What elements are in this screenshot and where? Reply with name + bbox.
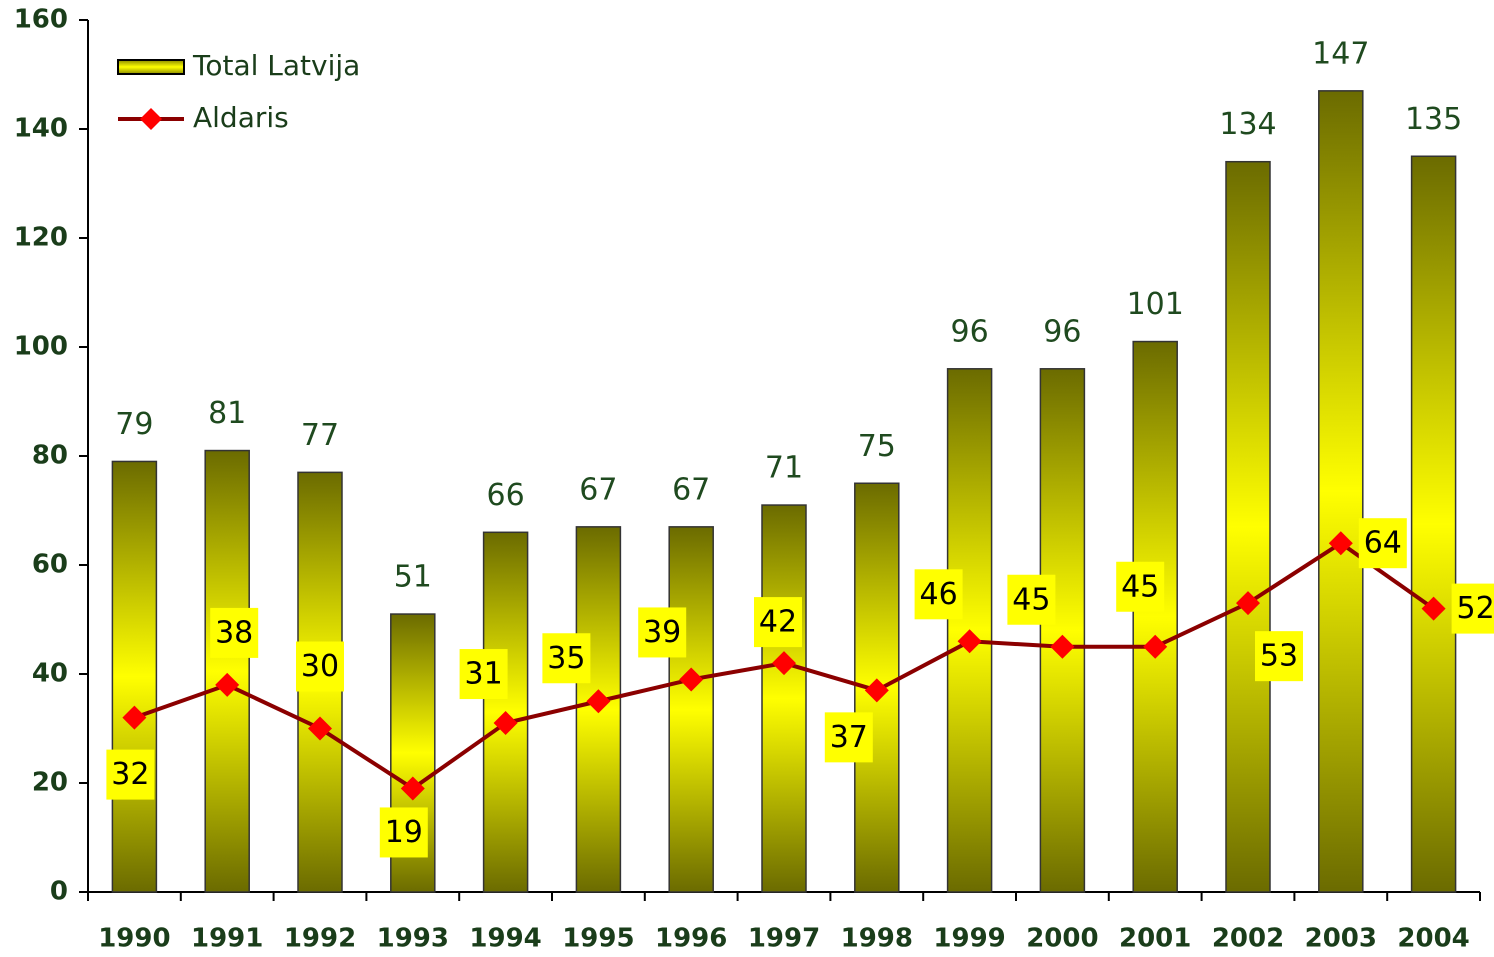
line-marker bbox=[586, 689, 611, 714]
line-marker bbox=[122, 705, 147, 730]
line-value-label: 31 bbox=[465, 657, 503, 692]
bar-value-label: 67 bbox=[672, 472, 710, 507]
line-value-label: 53 bbox=[1260, 639, 1298, 674]
x-tick-label: 1995 bbox=[562, 924, 634, 954]
bar bbox=[761, 504, 807, 893]
bar-value-label: 67 bbox=[579, 472, 617, 507]
x-tick-label: 1990 bbox=[98, 924, 170, 954]
line-value-label: 64 bbox=[1364, 526, 1402, 561]
x-tick-label: 1996 bbox=[655, 924, 727, 954]
x-tick-label: 1998 bbox=[841, 924, 913, 954]
line-label-bg bbox=[210, 607, 259, 658]
line-marker bbox=[215, 672, 240, 697]
bar-value-label: 147 bbox=[1312, 36, 1369, 71]
line-marker bbox=[1236, 591, 1260, 616]
x-tick-label: 2000 bbox=[1026, 924, 1098, 954]
x-tick-label: 1997 bbox=[748, 924, 820, 954]
legend-label: Aldaris bbox=[193, 101, 289, 134]
x-tick-label: 2003 bbox=[1305, 924, 1377, 954]
line-label-bg bbox=[824, 712, 873, 763]
bar-value-label: 75 bbox=[858, 429, 896, 464]
line-value-label: 30 bbox=[301, 649, 339, 684]
bar-value-label: 134 bbox=[1219, 107, 1276, 142]
x-tick-label: 1994 bbox=[469, 924, 541, 954]
line-value-label: 45 bbox=[1121, 569, 1159, 604]
line-value-label: 46 bbox=[920, 577, 958, 612]
line-value-label: 32 bbox=[111, 757, 149, 792]
line-marker bbox=[864, 678, 889, 703]
legend-label: Total Latvija bbox=[192, 49, 360, 82]
bar bbox=[668, 526, 714, 893]
line-label-bg bbox=[296, 641, 344, 692]
line-value-label: 52 bbox=[1457, 591, 1494, 626]
y-tick-label: 100 bbox=[14, 332, 68, 362]
y-tick-label: 40 bbox=[32, 659, 68, 689]
line-value-label: 38 bbox=[215, 615, 253, 650]
line-label-bg bbox=[1255, 631, 1303, 682]
bar-value-label: 96 bbox=[951, 314, 989, 349]
line-marker bbox=[308, 716, 332, 741]
bar-value-label: 79 bbox=[115, 407, 153, 442]
line-marker bbox=[957, 629, 982, 654]
line-label-bg bbox=[1116, 561, 1165, 612]
line-marker bbox=[1328, 531, 1353, 556]
y-tick-label: 140 bbox=[14, 114, 68, 144]
line-label-bg bbox=[542, 633, 591, 684]
line-label-bg bbox=[754, 597, 802, 648]
bar bbox=[1039, 368, 1086, 893]
line-value-label: 42 bbox=[759, 605, 797, 640]
legend-swatch bbox=[117, 59, 185, 75]
x-tick-label: 1992 bbox=[284, 924, 356, 954]
x-tick-label: 1991 bbox=[191, 924, 263, 954]
bar-value-label: 77 bbox=[301, 418, 339, 453]
bar bbox=[1225, 160, 1271, 893]
y-tick-label: 160 bbox=[14, 5, 68, 35]
y-tick-label: 60 bbox=[32, 550, 68, 580]
bar-value-label: 96 bbox=[1043, 314, 1081, 349]
line-value-label: 45 bbox=[1012, 582, 1050, 617]
line-label-bg bbox=[1358, 518, 1407, 569]
line-marker bbox=[1050, 634, 1075, 659]
line-marker bbox=[400, 776, 425, 801]
y-tick-label: 120 bbox=[14, 223, 68, 253]
bar bbox=[204, 449, 250, 893]
line-marker bbox=[493, 711, 518, 736]
bar bbox=[1410, 155, 1457, 893]
line-marker bbox=[772, 651, 796, 676]
line-label-bg bbox=[459, 649, 508, 700]
line-label-bg bbox=[106, 749, 155, 800]
bar bbox=[1318, 90, 1364, 893]
y-tick-label: 0 bbox=[50, 877, 68, 907]
line-label-bg bbox=[379, 807, 428, 858]
line-marker bbox=[1421, 596, 1446, 621]
x-tick-label: 2002 bbox=[1212, 924, 1284, 954]
line-label-bg bbox=[1007, 574, 1056, 625]
line-label-bg bbox=[638, 607, 687, 658]
line-value-label: 19 bbox=[385, 815, 423, 850]
bar-value-label: 66 bbox=[487, 478, 525, 513]
line-marker bbox=[679, 667, 704, 692]
line-label-bg bbox=[1451, 583, 1494, 634]
line-value-label: 35 bbox=[547, 641, 585, 676]
bar bbox=[1132, 340, 1178, 893]
line-value-label: 37 bbox=[830, 720, 868, 755]
bar bbox=[111, 460, 158, 893]
legend-marker bbox=[140, 108, 162, 130]
x-tick-label: 2001 bbox=[1119, 924, 1191, 954]
bar-value-label: 101 bbox=[1127, 287, 1184, 322]
y-tick-label: 80 bbox=[32, 441, 68, 471]
x-tick-label: 1999 bbox=[933, 924, 1005, 954]
bar-value-label: 135 bbox=[1405, 102, 1462, 137]
bar-value-label: 51 bbox=[394, 560, 432, 595]
x-tick-label: 1993 bbox=[377, 924, 449, 954]
line-label-bg bbox=[914, 569, 963, 620]
bar-value-label: 71 bbox=[765, 451, 803, 486]
line-value-label: 39 bbox=[643, 615, 681, 650]
x-tick-label: 2004 bbox=[1397, 924, 1469, 954]
bar-value-label: 81 bbox=[208, 396, 246, 431]
y-tick-label: 20 bbox=[32, 768, 68, 798]
line-marker bbox=[1143, 634, 1168, 659]
